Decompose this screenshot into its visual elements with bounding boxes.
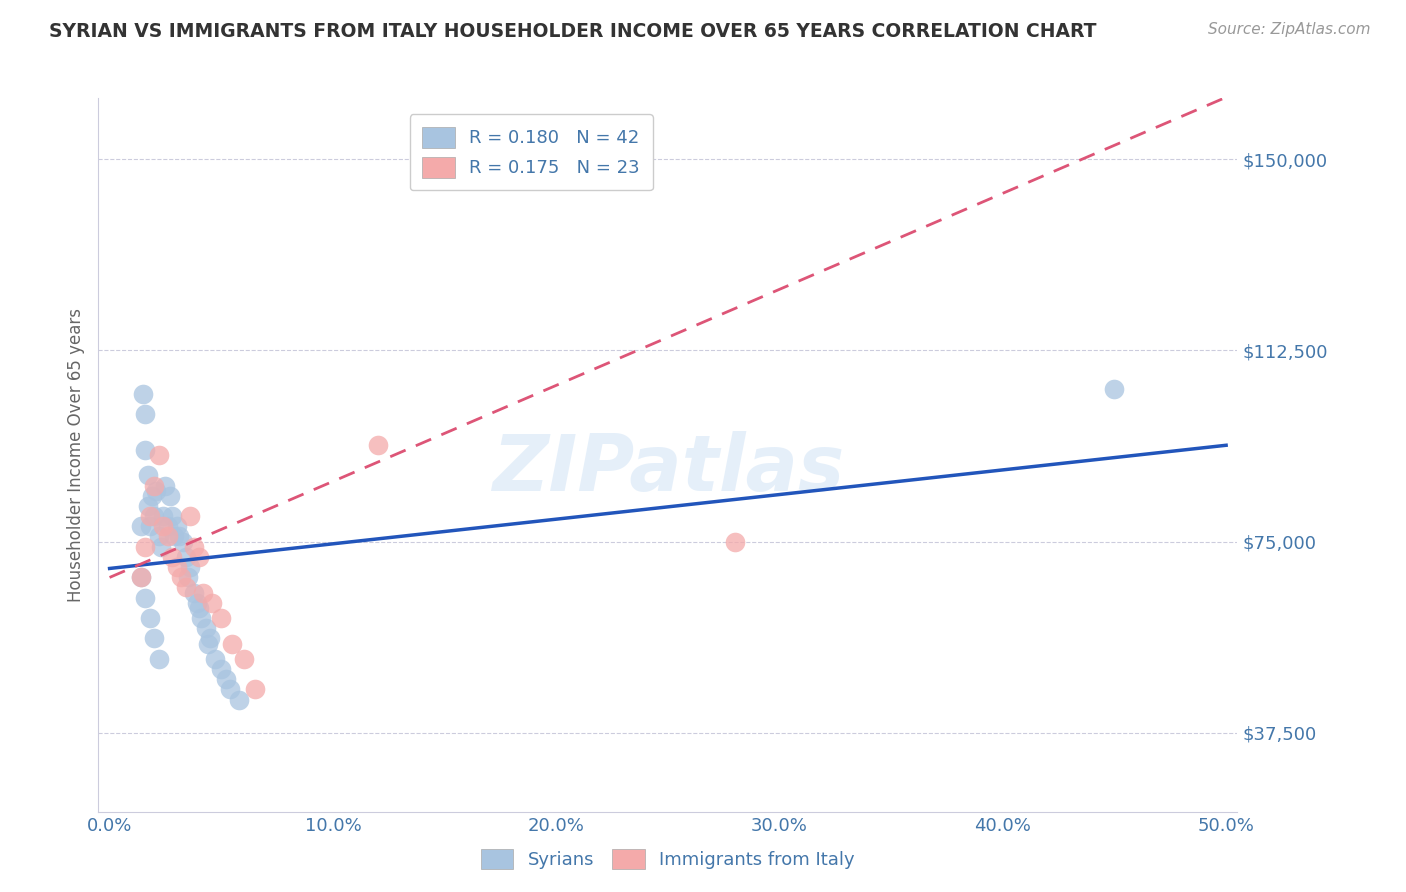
Point [159, 489, 181, 503]
Point [134, 540, 156, 554]
Point [167, 529, 190, 543]
Point [198, 632, 221, 646]
Point [156, 529, 179, 543]
Point [160, 509, 183, 524]
Point [134, 591, 156, 605]
Point [190, 611, 212, 625]
Point [204, 652, 226, 666]
Point [1104, 382, 1126, 396]
Point [139, 519, 162, 533]
Text: Source: ZipAtlas.com: Source: ZipAtlas.com [1208, 22, 1371, 37]
Point [152, 519, 174, 533]
Point [187, 600, 209, 615]
Point [187, 549, 209, 564]
Point [232, 652, 254, 666]
Point [174, 549, 197, 564]
Point [179, 509, 201, 524]
Point [209, 662, 232, 676]
Text: ZIPatlas: ZIPatlas [492, 431, 844, 508]
Point [166, 519, 188, 533]
Point [228, 692, 250, 706]
Point [221, 636, 243, 650]
Point [172, 534, 194, 549]
Legend: Syrians, Immigrants from Italy: Syrians, Immigrants from Italy [472, 839, 863, 879]
Point [160, 549, 183, 564]
Point [143, 632, 166, 646]
Point [134, 442, 156, 457]
Point [149, 540, 172, 554]
Point [129, 519, 152, 533]
Point [170, 570, 193, 584]
Point [179, 560, 201, 574]
Point [197, 636, 219, 650]
Y-axis label: Householder Income Over 65 years: Householder Income Over 65 years [66, 308, 84, 602]
Point [367, 438, 389, 452]
Point [129, 570, 152, 584]
Legend: R = 0.180   N = 42, R = 0.175   N = 23: R = 0.180 N = 42, R = 0.175 N = 23 [409, 114, 652, 190]
Point [143, 509, 166, 524]
Point [174, 581, 197, 595]
Point [132, 386, 155, 401]
Point [136, 499, 159, 513]
Point [163, 529, 186, 543]
Point [148, 652, 170, 666]
Point [209, 611, 232, 625]
Point [194, 621, 217, 635]
Point [186, 596, 208, 610]
Point [148, 448, 170, 462]
Point [183, 585, 205, 599]
Point [155, 478, 177, 492]
Point [724, 534, 747, 549]
Point [145, 483, 167, 498]
Point [148, 529, 170, 543]
Point [219, 682, 242, 697]
Point [139, 509, 162, 524]
Point [139, 611, 162, 625]
Point [152, 509, 174, 524]
Point [201, 596, 224, 610]
Point [243, 682, 266, 697]
Point [183, 540, 205, 554]
Point [156, 519, 179, 533]
Point [166, 560, 188, 574]
Point [193, 585, 215, 599]
Point [141, 489, 163, 503]
Point [134, 407, 156, 421]
Text: SYRIAN VS IMMIGRANTS FROM ITALY HOUSEHOLDER INCOME OVER 65 YEARS CORRELATION CHA: SYRIAN VS IMMIGRANTS FROM ITALY HOUSEHOL… [49, 22, 1097, 41]
Point [177, 570, 200, 584]
Point [129, 570, 152, 584]
Point [143, 478, 166, 492]
Point [136, 468, 159, 483]
Point [215, 672, 238, 686]
